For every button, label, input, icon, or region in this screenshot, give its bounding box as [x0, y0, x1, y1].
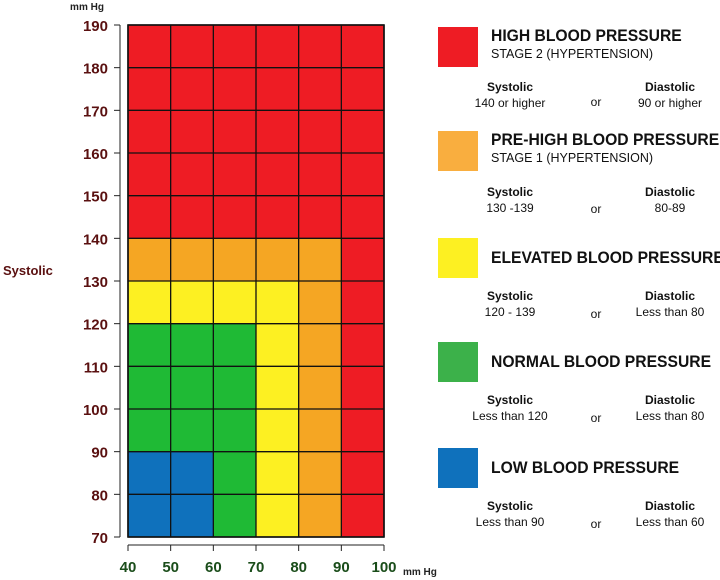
legend-item-low: LOW BLOOD PRESSURE Systolic Less than 90…	[438, 448, 720, 548]
or-text: or	[590, 307, 602, 321]
y-tick-label: 150	[83, 189, 108, 206]
legend-swatch-low	[438, 448, 478, 488]
systolic-label: Systolic	[486, 499, 534, 513]
y-tick-label: 120	[83, 317, 108, 334]
y-tick-label: 180	[83, 61, 108, 78]
legend-systolic-high: Systolic 140 or higher	[460, 79, 560, 111]
y-tick-label: 160	[83, 146, 108, 163]
legend-item-normal: NORMAL BLOOD PRESSURE Systolic Less than…	[438, 342, 720, 442]
legend-item-high: HIGH BLOOD PRESSURE STAGE 2 (HYPERTENSIO…	[438, 27, 720, 127]
systolic-value: 140 or higher	[474, 96, 546, 110]
region-high	[341, 238, 384, 538]
region-elevated	[256, 323, 299, 537]
y-unit-label: mm Hg	[70, 2, 104, 13]
legend-systolic-elevated: Systolic 120 - 139	[460, 288, 560, 320]
x-tick-label: 70	[248, 559, 265, 576]
diastolic-value: Less than 60	[635, 515, 705, 529]
plot-border	[127, 24, 385, 538]
systolic-label: Systolic	[486, 80, 534, 94]
systolic-label: Systolic	[486, 185, 534, 199]
legend-diastolic-high: Diastolic 90 or higher	[620, 79, 720, 111]
systolic-value: Less than 90	[475, 515, 545, 529]
or-text: or	[590, 202, 602, 216]
y-tick-label: 90	[91, 445, 108, 462]
diastolic-value: Less than 80	[635, 305, 705, 319]
systolic-value: 130 -139	[486, 201, 534, 215]
or-text: or	[590, 411, 602, 425]
diastolic-label: Diastolic	[644, 499, 695, 513]
y-tick-label: 70	[91, 530, 108, 547]
region-pre-high	[128, 238, 342, 281]
legend-diastolic-low: Diastolic Less than 60	[620, 498, 720, 530]
systolic-label: Systolic	[486, 289, 534, 303]
x-tick-label: 90	[333, 559, 350, 576]
region-normal	[128, 323, 256, 452]
diastolic-label: Diastolic	[644, 80, 695, 94]
diastolic-value: 80-89	[654, 201, 686, 215]
legend-systolic-low: Systolic Less than 90	[460, 498, 560, 530]
diastolic-label: Diastolic	[644, 289, 695, 303]
systolic-value: Less than 120	[472, 409, 548, 423]
y-tick-label: 190	[83, 18, 108, 35]
legend-title-pre-high: PRE-HIGH BLOOD PRESSURE	[491, 131, 720, 149]
or-text: or	[590, 95, 602, 109]
legend-swatch-normal	[438, 342, 478, 382]
legend-diastolic-pre-high: Diastolic 80-89	[620, 184, 720, 216]
legend-item-pre-high: PRE-HIGH BLOOD PRESSURE STAGE 1 (HYPERTE…	[438, 131, 720, 231]
systolic-label: Systolic	[486, 393, 534, 407]
y-tick-label: 130	[83, 274, 108, 291]
y-tick-label: 100	[83, 402, 108, 419]
x-unit-label: mm Hg	[403, 567, 437, 578]
y-tick-label: 110	[84, 359, 108, 376]
legend-diastolic-normal: Diastolic Less than 80	[620, 392, 720, 424]
legend-title-high: HIGH BLOOD PRESSURE	[491, 27, 682, 45]
y-tick-label: 170	[83, 103, 108, 120]
legend-title-low: LOW BLOOD PRESSURE	[491, 459, 680, 477]
legend-title-normal: NORMAL BLOOD PRESSURE	[491, 353, 712, 371]
x-tick-label: 60	[205, 559, 222, 576]
diastolic-value: Less than 80	[635, 409, 705, 423]
x-tick-label: 80	[290, 559, 307, 576]
systolic-value: 120 - 139	[484, 305, 536, 319]
or-text: or	[590, 517, 602, 531]
x-tick-label: 40	[120, 559, 137, 576]
y-tick-label: 140	[83, 231, 108, 248]
legend-systolic-pre-high: Systolic 130 -139	[460, 184, 560, 216]
legend-diastolic-elevated: Diastolic Less than 80	[620, 288, 720, 320]
legend-title-elevated: ELEVATED BLOOD PRESSURE	[491, 249, 720, 267]
legend-swatch-pre-high	[438, 131, 478, 171]
diastolic-value: 90 or higher	[637, 96, 703, 110]
legend-item-elevated: ELEVATED BLOOD PRESSURE Systolic 120 - 1…	[438, 238, 720, 338]
bp-chart: 70 80 90 100 110 120 130 140 150 160 170 180 190 40 50…	[3, 2, 437, 578]
x-tick-label: 50	[162, 559, 179, 576]
y-tick-label: 80	[91, 487, 108, 504]
legend-swatch-high	[438, 27, 478, 67]
legend-systolic-normal: Systolic Less than 120	[460, 392, 560, 424]
x-tick-label: 100	[371, 559, 396, 576]
diastolic-label: Diastolic	[644, 393, 695, 407]
legend-subtitle-high: STAGE 2 (HYPERTENSION)	[491, 47, 654, 61]
legend-swatch-elevated	[438, 238, 478, 278]
legend-subtitle-pre-high: STAGE 1 (HYPERTENSION)	[491, 151, 654, 165]
y-axis-label: Systolic	[3, 263, 53, 278]
diastolic-label: Diastolic	[644, 185, 695, 199]
